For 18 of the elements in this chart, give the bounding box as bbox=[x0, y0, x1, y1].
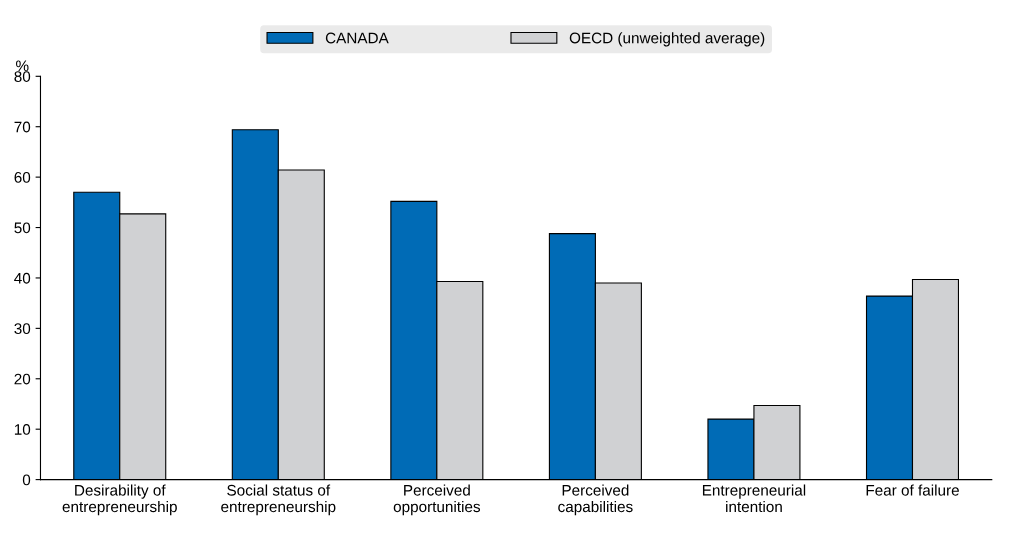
y-tick-label: 20 bbox=[14, 373, 31, 385]
legend-label: OECD (unweighted average) bbox=[569, 32, 765, 47]
y-tick-label: 30 bbox=[14, 323, 31, 335]
x-tick-label: Social status of entrepreneurship bbox=[221, 484, 336, 516]
legend-label: CANADA bbox=[325, 32, 389, 44]
x-tick-label: Perceived opportunities bbox=[393, 484, 481, 516]
y-tick-label: 50 bbox=[14, 222, 31, 234]
y-tick-label: 40 bbox=[14, 272, 31, 284]
x-tick-label: Fear of failure bbox=[866, 484, 959, 496]
x-tick-label: Entrepreneurial intention bbox=[702, 484, 806, 513]
x-tick-label: Perceived capabilities bbox=[558, 484, 633, 516]
y-tick-label: 10 bbox=[14, 424, 31, 435]
y-tick-label: 70 bbox=[14, 121, 31, 133]
y-axis-title: % bbox=[16, 60, 29, 72]
x-tick-label: Desirability of entrepreneurship bbox=[62, 484, 177, 516]
y-tick-label: 80 bbox=[14, 71, 31, 82]
y-tick-label: 60 bbox=[14, 171, 31, 183]
y-tick-label: 0 bbox=[22, 474, 31, 486]
